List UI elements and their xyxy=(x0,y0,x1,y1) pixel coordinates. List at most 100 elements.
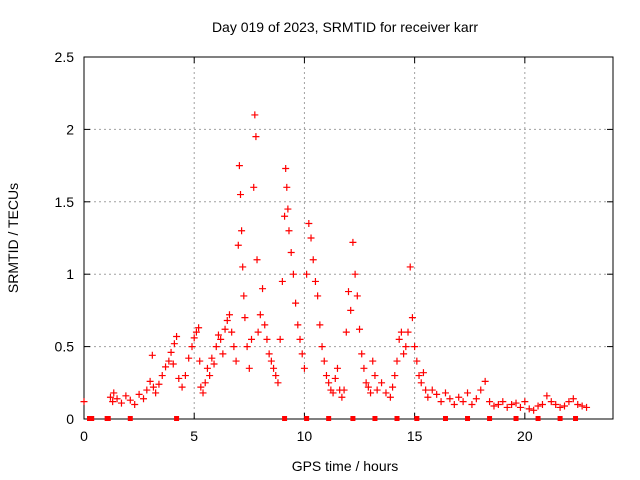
data-point xyxy=(305,220,313,228)
data-point xyxy=(371,372,379,380)
data-point xyxy=(155,380,163,388)
data-point xyxy=(298,350,306,358)
data-point xyxy=(481,377,489,385)
data-point xyxy=(284,205,292,213)
data-point xyxy=(192,328,200,336)
data-point xyxy=(391,372,399,380)
data-point xyxy=(404,328,412,336)
data-point xyxy=(240,292,248,300)
data-point-zero xyxy=(350,416,356,421)
data-point xyxy=(569,395,577,403)
data-point xyxy=(486,398,494,406)
data-point xyxy=(292,299,300,307)
y-tick-labels: 0 0.5 1 1.5 2 2.5 xyxy=(55,49,75,427)
data-point xyxy=(175,374,183,382)
data-point xyxy=(408,314,416,322)
data-point xyxy=(329,389,337,397)
data-point xyxy=(338,393,346,401)
data-point xyxy=(309,256,317,264)
data-point xyxy=(525,405,533,413)
data-point-zero xyxy=(127,416,133,421)
data-point xyxy=(422,386,430,394)
data-point xyxy=(252,133,260,141)
data-point xyxy=(195,324,203,332)
data-point xyxy=(196,357,204,365)
data-point-zero xyxy=(174,416,180,421)
data-point xyxy=(131,401,139,409)
data-point xyxy=(167,348,175,356)
data-point xyxy=(318,343,326,351)
data-point-zero xyxy=(105,416,111,421)
data-point xyxy=(389,383,397,391)
data-point-zero xyxy=(535,416,541,421)
data-point xyxy=(419,369,427,377)
data-point xyxy=(281,212,289,220)
data-point xyxy=(534,402,542,410)
data-point xyxy=(574,401,582,409)
data-point-zero xyxy=(394,416,400,421)
data-point xyxy=(235,162,243,170)
data-point xyxy=(494,401,502,409)
data-point xyxy=(80,398,88,406)
y-tick-label: 0 xyxy=(66,411,74,427)
data-point xyxy=(578,402,586,410)
data-point xyxy=(283,183,291,191)
data-point xyxy=(190,334,198,342)
data-point xyxy=(122,392,130,400)
data-point xyxy=(135,390,143,398)
data-point xyxy=(270,364,278,372)
data-point xyxy=(274,379,282,387)
data-point xyxy=(285,227,293,235)
data-point xyxy=(490,402,498,410)
y-tick-label: 1 xyxy=(66,266,74,282)
x-tick-label: 5 xyxy=(190,428,198,444)
data-point xyxy=(413,357,421,365)
data-point xyxy=(340,386,348,394)
data-point xyxy=(395,335,403,343)
data-point-zero xyxy=(557,416,563,421)
data-point xyxy=(203,364,211,372)
data-point xyxy=(358,350,366,358)
data-point xyxy=(521,398,529,406)
data-point xyxy=(364,383,372,391)
data-point xyxy=(331,374,339,382)
data-point xyxy=(212,343,220,351)
data-point xyxy=(538,401,546,409)
data-point xyxy=(230,343,238,351)
data-point xyxy=(208,354,216,362)
data-point xyxy=(294,321,302,329)
data-point xyxy=(221,325,229,333)
data-point xyxy=(225,311,233,319)
data-point xyxy=(197,383,205,391)
data-point xyxy=(446,395,454,403)
data-point xyxy=(278,277,286,285)
data-point xyxy=(126,396,134,404)
data-point xyxy=(402,343,410,351)
data-point xyxy=(345,288,352,296)
data-point xyxy=(272,372,280,380)
data-point-zero xyxy=(573,416,579,421)
data-point xyxy=(254,328,262,336)
data-point xyxy=(307,234,315,242)
data-point xyxy=(248,335,256,343)
data-point xyxy=(450,401,458,409)
data-point xyxy=(433,390,441,398)
data-point xyxy=(259,285,267,293)
data-point xyxy=(347,306,355,314)
data-point xyxy=(512,399,520,407)
data-point xyxy=(424,393,432,401)
data-point xyxy=(232,357,240,365)
y-axis-label: SRMTID / TECUs xyxy=(5,183,21,293)
x-tick-labels: 0 5 10 15 20 xyxy=(80,428,533,444)
data-point xyxy=(543,392,551,400)
data-point xyxy=(503,403,511,411)
data-point xyxy=(241,314,249,322)
data-point-zero xyxy=(414,416,420,421)
data-point xyxy=(234,241,242,249)
data-point xyxy=(468,401,476,409)
data-point xyxy=(152,389,160,397)
data-point-zero xyxy=(89,416,95,421)
data-point xyxy=(516,403,524,411)
data-point xyxy=(243,343,251,351)
